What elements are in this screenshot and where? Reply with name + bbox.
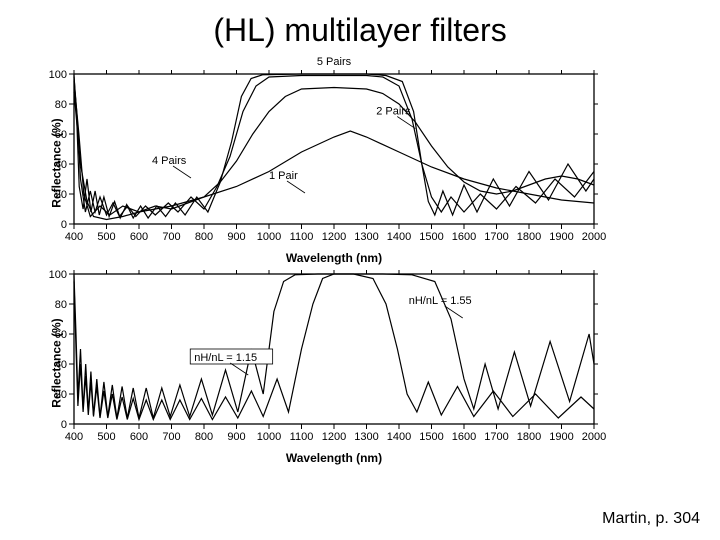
svg-text:1600: 1600 bbox=[452, 431, 476, 443]
svg-text:1700: 1700 bbox=[484, 431, 508, 443]
svg-text:1500: 1500 bbox=[419, 231, 443, 243]
svg-text:nH/nL = 1.15: nH/nL = 1.15 bbox=[194, 352, 257, 364]
chart-bottom-xlabel: Wavelength (nm) bbox=[74, 451, 594, 465]
svg-text:100: 100 bbox=[49, 70, 67, 81]
svg-text:1600: 1600 bbox=[452, 231, 476, 243]
svg-text:1900: 1900 bbox=[549, 231, 573, 243]
svg-text:100: 100 bbox=[49, 270, 67, 281]
svg-text:1700: 1700 bbox=[484, 231, 508, 243]
svg-text:700: 700 bbox=[162, 231, 180, 243]
svg-text:500: 500 bbox=[97, 431, 115, 443]
svg-text:700: 700 bbox=[162, 431, 180, 443]
svg-text:1200: 1200 bbox=[322, 431, 346, 443]
svg-text:1500: 1500 bbox=[419, 431, 443, 443]
svg-text:500: 500 bbox=[97, 231, 115, 243]
svg-text:400: 400 bbox=[65, 431, 83, 443]
chart-top-svg: 0204060801004005006007008009001000110012… bbox=[30, 70, 630, 255]
svg-text:2000: 2000 bbox=[582, 431, 606, 443]
svg-text:1400: 1400 bbox=[387, 431, 411, 443]
chart-bottom-ylabel: Reflectance (%) bbox=[50, 318, 64, 407]
svg-text:1000: 1000 bbox=[257, 231, 281, 243]
chart-top-xlabel: Wavelength (nm) bbox=[74, 251, 594, 265]
citation: Martin, p. 304 bbox=[602, 510, 700, 528]
chart-top-ylabel: Reflectance (%) bbox=[50, 118, 64, 207]
svg-text:900: 900 bbox=[227, 231, 245, 243]
svg-text:0: 0 bbox=[61, 419, 67, 431]
svg-text:1400: 1400 bbox=[387, 231, 411, 243]
chart-bottom: Reflectance (%) 020406080100400500600700… bbox=[30, 270, 630, 455]
chart-top: 5 Pairs Reflectance (%) 0204060801004005… bbox=[30, 70, 630, 255]
svg-text:1900: 1900 bbox=[549, 431, 573, 443]
svg-text:1100: 1100 bbox=[290, 231, 314, 243]
svg-text:400: 400 bbox=[65, 231, 83, 243]
svg-text:80: 80 bbox=[55, 299, 67, 311]
svg-text:1000: 1000 bbox=[257, 431, 281, 443]
svg-text:600: 600 bbox=[130, 231, 148, 243]
chart-top-label: 5 Pairs bbox=[74, 56, 594, 68]
svg-text:80: 80 bbox=[55, 99, 67, 111]
svg-text:1 Pair: 1 Pair bbox=[269, 170, 298, 182]
chart-bottom-svg: 0204060801004005006007008009001000110012… bbox=[30, 270, 630, 455]
svg-text:800: 800 bbox=[195, 431, 213, 443]
svg-text:2000: 2000 bbox=[582, 231, 606, 243]
svg-text:800: 800 bbox=[195, 231, 213, 243]
svg-text:0: 0 bbox=[61, 219, 67, 231]
svg-text:1100: 1100 bbox=[290, 431, 314, 443]
svg-text:1800: 1800 bbox=[517, 231, 541, 243]
svg-text:900: 900 bbox=[227, 431, 245, 443]
page-title: (HL) multilayer filters bbox=[0, 12, 720, 49]
svg-text:1200: 1200 bbox=[322, 231, 346, 243]
svg-text:1300: 1300 bbox=[354, 431, 378, 443]
svg-text:1800: 1800 bbox=[517, 431, 541, 443]
svg-text:4 Pairs: 4 Pairs bbox=[152, 155, 187, 167]
svg-text:nH/nL = 1.55: nH/nL = 1.55 bbox=[409, 295, 472, 307]
svg-text:2 Pairs: 2 Pairs bbox=[376, 106, 411, 118]
svg-text:600: 600 bbox=[130, 431, 148, 443]
svg-text:1300: 1300 bbox=[354, 231, 378, 243]
